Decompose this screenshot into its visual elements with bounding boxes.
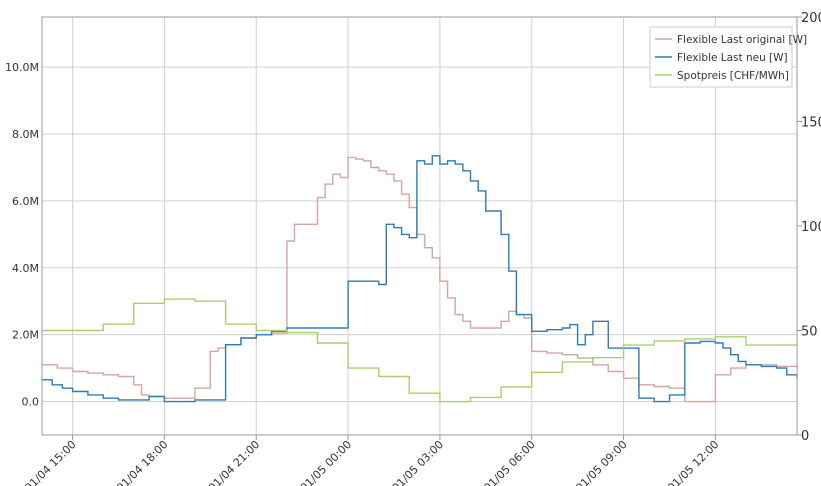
legend: Flexible Last original [W] Flexible Last … bbox=[649, 26, 807, 88]
series-line-0 bbox=[42, 156, 798, 403]
x-tick-label: 01/05 03:00 bbox=[390, 438, 447, 486]
x-tick-label: 01/05 06:00 bbox=[481, 438, 538, 486]
x-tick-label: 01/05 00:00 bbox=[298, 438, 355, 486]
left-y-tick-label: 10.0M bbox=[5, 61, 39, 74]
right-y-tick-label: 0 bbox=[801, 429, 809, 444]
right-y-tick-label: 200 bbox=[801, 11, 821, 26]
right-y-tick-label: 50 bbox=[801, 325, 818, 340]
x-tick-label: 01/04 21:00 bbox=[206, 438, 263, 486]
x-tick-label: 01/05 09:00 bbox=[573, 438, 630, 486]
series-line-2 bbox=[42, 298, 797, 403]
x-axis: 01/04 15:00 01/04 18:00 01/04 21:00 01/05 0… bbox=[22, 435, 721, 486]
left-y-tick-label: 6.0M bbox=[12, 195, 39, 208]
left-y-tick-label: 2.0M bbox=[12, 329, 39, 342]
right-y-axis: 0 50 100 150 200 bbox=[797, 11, 821, 444]
left-y-tick-label: 4.0M bbox=[12, 262, 39, 275]
right-y-tick-label: 150 bbox=[801, 116, 821, 131]
left-y-tick-label: 8.0M bbox=[12, 128, 39, 141]
series-line-1 bbox=[42, 155, 798, 403]
left-y-tick-label: 0.0 bbox=[22, 396, 40, 409]
x-tick-label: 01/04 18:00 bbox=[114, 438, 171, 486]
legend-label: Flexible Last neu [W] bbox=[677, 52, 788, 64]
legend-label: Flexible Last original [W] bbox=[677, 34, 807, 46]
legend-label: Spotpreis [CHF/MWh] bbox=[677, 70, 789, 82]
series-layer bbox=[42, 155, 798, 403]
left-y-axis: 0.0 2.0M 4.0M 6.0M 8.0M 10.0M bbox=[5, 61, 39, 408]
x-tick-label: 01/05 12:00 bbox=[665, 438, 722, 486]
x-tick-label: 01/04 15:00 bbox=[22, 438, 79, 486]
legend-box bbox=[649, 26, 793, 88]
right-y-tick-label: 100 bbox=[801, 220, 821, 235]
